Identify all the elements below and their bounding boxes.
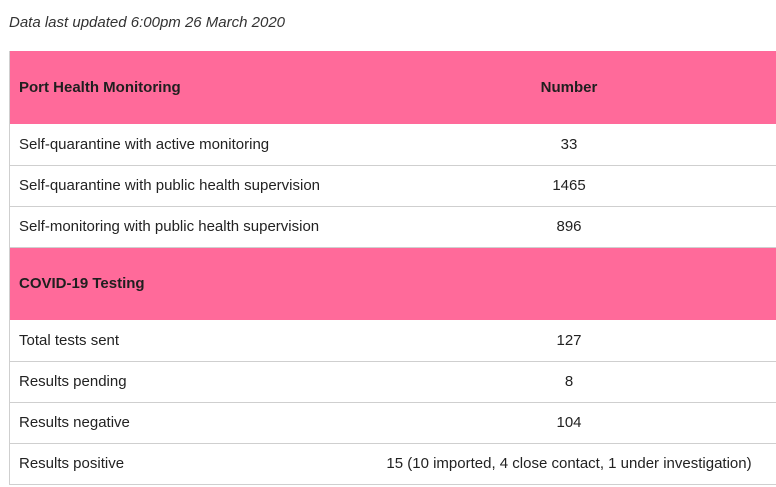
row-label: Self-quarantine with active monitoring [9, 124, 362, 166]
row-value: 1465 [361, 165, 776, 207]
row-value: 127 [361, 320, 776, 362]
table-row: Results pending 8 [9, 361, 776, 403]
row-value: 104 [361, 402, 776, 444]
covid-stats-table: Port Health Monitoring Number Self-quara… [9, 51, 776, 485]
row-label: Self-monitoring with public health super… [9, 206, 362, 248]
row-label: Results positive [9, 443, 362, 485]
row-label: Total tests sent [9, 320, 362, 362]
number-column-heading: Number [540, 79, 598, 96]
row-value: 33 [361, 124, 776, 166]
table-row: Self-quarantine with active monitoring 3… [9, 124, 776, 166]
testing-heading-blank [362, 247, 776, 320]
row-label: Results pending [9, 361, 362, 403]
testing-heading: COVID-19 Testing [9, 247, 362, 320]
row-value: 8 [361, 361, 776, 403]
table-row: Results negative 104 [9, 402, 776, 444]
row-value: 15 (10 imported, 4 close contact, 1 unde… [361, 443, 776, 485]
testing-header-row: COVID-19 Testing [9, 247, 776, 320]
row-label: Results negative [9, 402, 362, 444]
table-row: Self-quarantine with public health super… [9, 165, 776, 207]
port-health-heading: Port Health Monitoring [9, 51, 362, 124]
row-value: 896 [361, 206, 776, 248]
table-row: Self-monitoring with public health super… [9, 206, 776, 248]
port-health-header-row: Port Health Monitoring Number [9, 51, 776, 124]
data-updated-note: Data last updated 6:00pm 26 March 2020 [9, 14, 286, 31]
row-label: Self-quarantine with public health super… [9, 165, 362, 207]
table-row: Results positive 15 (10 imported, 4 clos… [9, 443, 776, 485]
table-row: Total tests sent 127 [9, 320, 776, 362]
